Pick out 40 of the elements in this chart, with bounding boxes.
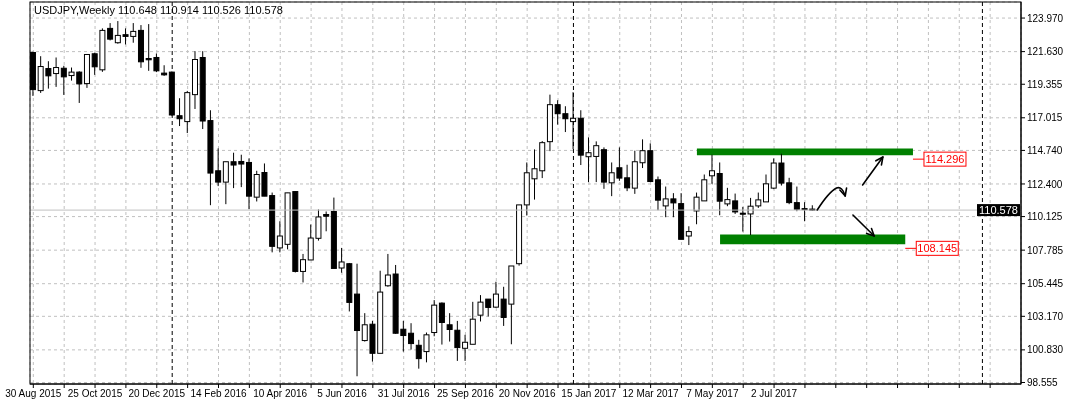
x-tick-label: 12 Mar 2017	[622, 388, 680, 400]
x-tick-label: 25 Sep 2016	[437, 388, 495, 400]
candlestick	[438, 301, 445, 346]
y-tick-label: 110.125	[1027, 211, 1063, 223]
y-tick-label: 103.170	[1027, 310, 1064, 322]
candlestick	[654, 176, 661, 211]
x-tick-label: 15 Jan 2017	[561, 388, 617, 400]
candlestick	[300, 253, 307, 283]
x-tick-label: 20 Dec 2015	[128, 388, 186, 400]
x-tick-label: 10 Apr 2016	[253, 388, 308, 400]
candlestick	[446, 312, 453, 343]
x-tick-label: 14 Feb 2016	[190, 388, 248, 400]
ref-line-label: 110.578	[979, 204, 1018, 217]
candlestick	[462, 334, 469, 362]
y-tick-label: 117.015	[1027, 112, 1063, 124]
band-label: 108.145	[917, 242, 958, 255]
candlestick	[763, 174, 769, 203]
y-tick-label: 98.555	[1027, 377, 1059, 389]
x-tick-label: 5 Jun 2016	[317, 388, 368, 400]
x-tick-label: 2 Jul 2017	[751, 388, 798, 400]
candlestick	[408, 322, 415, 351]
y-tick-label: 105.445	[1027, 278, 1064, 290]
x-tick-label: 25 Oct 2015	[67, 388, 123, 400]
x-tick-label: 20 Nov 2016	[498, 388, 556, 400]
y-tick-label: 119.355	[1027, 78, 1063, 90]
band-label: 114.296	[925, 153, 965, 166]
candlestick	[708, 154, 715, 185]
y-tick-label: 123.970	[1027, 12, 1064, 24]
x-tick-label: 7 May 2017	[686, 388, 739, 400]
y-tick-label: 121.630	[1027, 46, 1064, 58]
y-tick-label: 114.740	[1027, 144, 1063, 156]
candlestick	[685, 225, 692, 246]
y-tick-label: 107.785	[1027, 244, 1064, 256]
chart-title: USDJPY,Weekly 110.648 110.914 110.526 110.578	[34, 4, 283, 16]
candlestick	[454, 320, 461, 362]
y-tick-label: 112.400	[1027, 178, 1063, 190]
x-tick-label: 30 Aug 2015	[5, 388, 62, 400]
candlestick	[161, 64, 168, 77]
x-tick-label: 31 Jul 2016	[377, 388, 430, 400]
y-tick-label: 100.830	[1027, 344, 1064, 356]
